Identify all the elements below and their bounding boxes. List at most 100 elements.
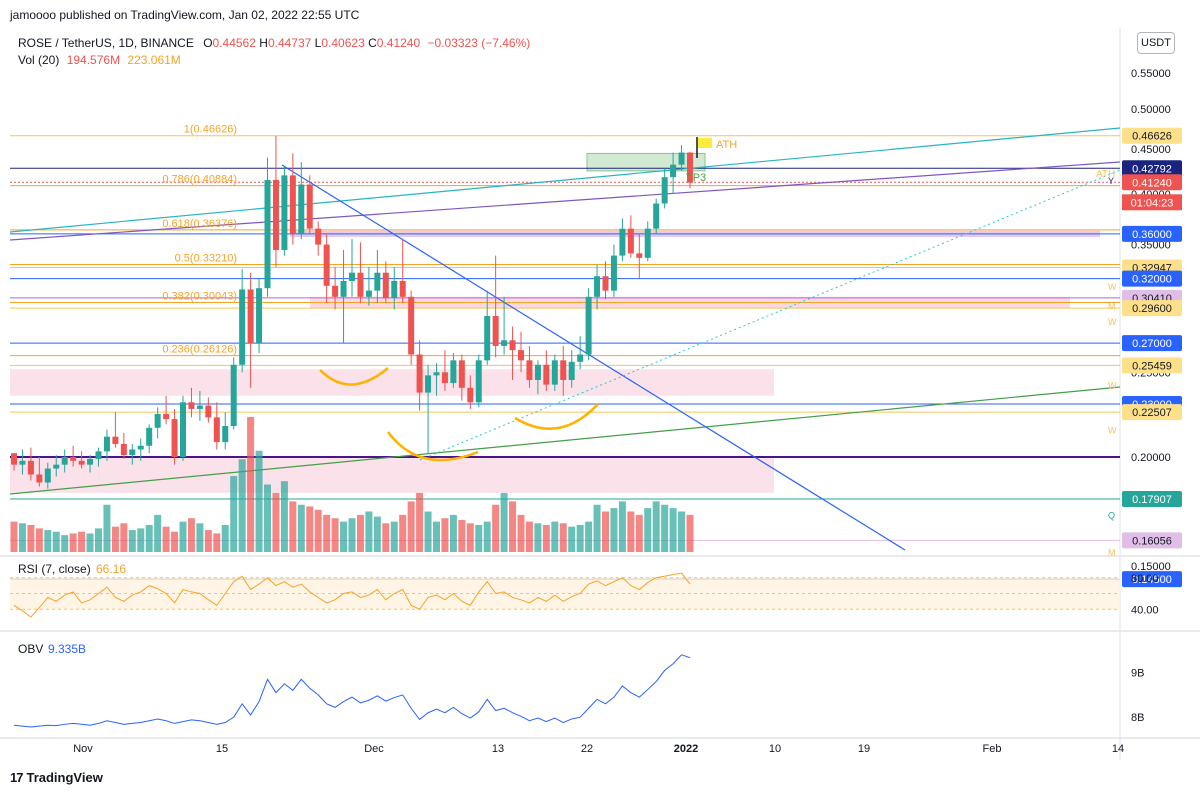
volume-bar xyxy=(35,528,43,552)
volume-bar xyxy=(61,535,69,552)
candle-body xyxy=(264,179,271,289)
candle-body xyxy=(577,354,584,362)
volume-bar xyxy=(542,525,550,552)
candle-body xyxy=(272,179,279,251)
rsi-title: RSI (7, close) xyxy=(18,562,91,576)
candle-body xyxy=(568,361,575,380)
volume-bar xyxy=(348,518,356,552)
volume-bar xyxy=(247,417,255,552)
candle-body xyxy=(239,289,246,365)
volume-bar xyxy=(18,523,26,552)
candle-body xyxy=(196,405,203,409)
price-badge xyxy=(1122,127,1182,144)
candle-body xyxy=(450,360,457,384)
fib-level-label: 0.5(0.33210) xyxy=(175,252,237,264)
candle-body xyxy=(222,426,229,443)
candle-body xyxy=(534,364,541,380)
candle-body xyxy=(501,340,508,346)
annotation-curve xyxy=(319,367,389,386)
green-trendline xyxy=(9,386,1121,495)
volume-bar xyxy=(576,525,584,552)
rsi-tick-label: 40.00 xyxy=(1131,604,1159,616)
candle-body xyxy=(399,280,406,297)
volume-bar xyxy=(635,514,643,552)
candle-body xyxy=(416,354,423,393)
tradingview-logo-icon: 17 xyxy=(10,770,24,785)
volume-bar xyxy=(204,530,212,552)
candle-body xyxy=(137,445,144,450)
ath-label: ATH xyxy=(716,139,737,151)
price-badge-label: 0.32000 xyxy=(1132,274,1172,286)
volume-bar xyxy=(686,514,694,552)
candle-body xyxy=(467,387,474,403)
volume-bar xyxy=(78,531,86,552)
volume-bar xyxy=(137,528,145,552)
currency-button[interactable]: USDT xyxy=(1137,32,1175,54)
obv-title: OBV xyxy=(18,642,43,656)
level-letter: W xyxy=(1108,317,1117,327)
fib-level-label: 0.618(0.36376) xyxy=(162,218,237,230)
price-badge xyxy=(1122,225,1182,242)
candle-body xyxy=(678,152,685,165)
price-badge xyxy=(1122,571,1182,588)
candle-body xyxy=(687,152,693,183)
candle-body xyxy=(36,474,43,483)
fib-level-label: 1(0.46626) xyxy=(184,124,237,136)
candle-body xyxy=(289,175,296,234)
candle-body xyxy=(120,443,127,456)
candle-body xyxy=(171,419,178,457)
volume-value: 194.576M xyxy=(66,53,121,67)
publish-info: jamoooo published on TradingView.com, Ja… xyxy=(10,8,360,22)
candle-body xyxy=(365,290,372,297)
volume-bar xyxy=(314,509,322,552)
price-change: −0.03323 (−7.46%) xyxy=(427,36,531,50)
volume-bar xyxy=(416,492,424,552)
volume-bar xyxy=(441,518,449,552)
ohlc-close-key: C xyxy=(368,36,377,50)
candle-body xyxy=(484,315,491,361)
volume-bar xyxy=(568,526,576,552)
candle-body xyxy=(188,402,195,409)
candle-body xyxy=(458,360,465,388)
candle-body xyxy=(306,184,313,229)
candle-body xyxy=(644,228,651,258)
volume-bar xyxy=(433,521,440,552)
price-badge xyxy=(1122,270,1182,287)
ohlc-open-key: O xyxy=(203,36,213,50)
candle-body xyxy=(374,272,381,291)
support-zone xyxy=(10,457,774,493)
volume-line: Vol (20) 194.576M 223.061M xyxy=(18,53,181,67)
volume-bar xyxy=(145,525,153,552)
volume-bar xyxy=(52,531,60,552)
level-letter: W xyxy=(1108,426,1117,436)
time-tick-label: 22 xyxy=(581,743,593,755)
level-letter: W xyxy=(1108,282,1117,292)
volume-bar xyxy=(644,508,652,552)
tradingview-brand[interactable]: 17 TradingView xyxy=(10,770,103,785)
candle-body xyxy=(61,457,68,465)
volume-bar xyxy=(424,511,432,552)
countdown-badge xyxy=(1122,194,1182,211)
volume-bar xyxy=(559,523,567,552)
volume-bar xyxy=(196,523,204,552)
candle-body xyxy=(518,350,524,361)
candle-body xyxy=(425,375,432,393)
ath-label-right: ATH xyxy=(1096,169,1115,180)
volume-bar xyxy=(492,504,500,552)
volume-bar xyxy=(340,521,348,552)
candle-body xyxy=(610,255,617,291)
price-badge xyxy=(1122,404,1182,421)
fib-level-label: 0.382(0.30043) xyxy=(162,291,237,303)
candle-body xyxy=(44,468,51,483)
candle-body xyxy=(281,175,288,251)
purple-trendline xyxy=(9,161,1121,241)
obv-line xyxy=(13,654,691,728)
price-tick-label: 0.35000 xyxy=(1131,240,1171,252)
volume-bar xyxy=(449,514,457,552)
ohlc-close: 0.41240 xyxy=(376,36,421,50)
candle-body xyxy=(103,436,110,452)
volume-bar xyxy=(213,533,221,552)
volume-bar xyxy=(86,533,94,552)
candle-body xyxy=(627,228,634,254)
